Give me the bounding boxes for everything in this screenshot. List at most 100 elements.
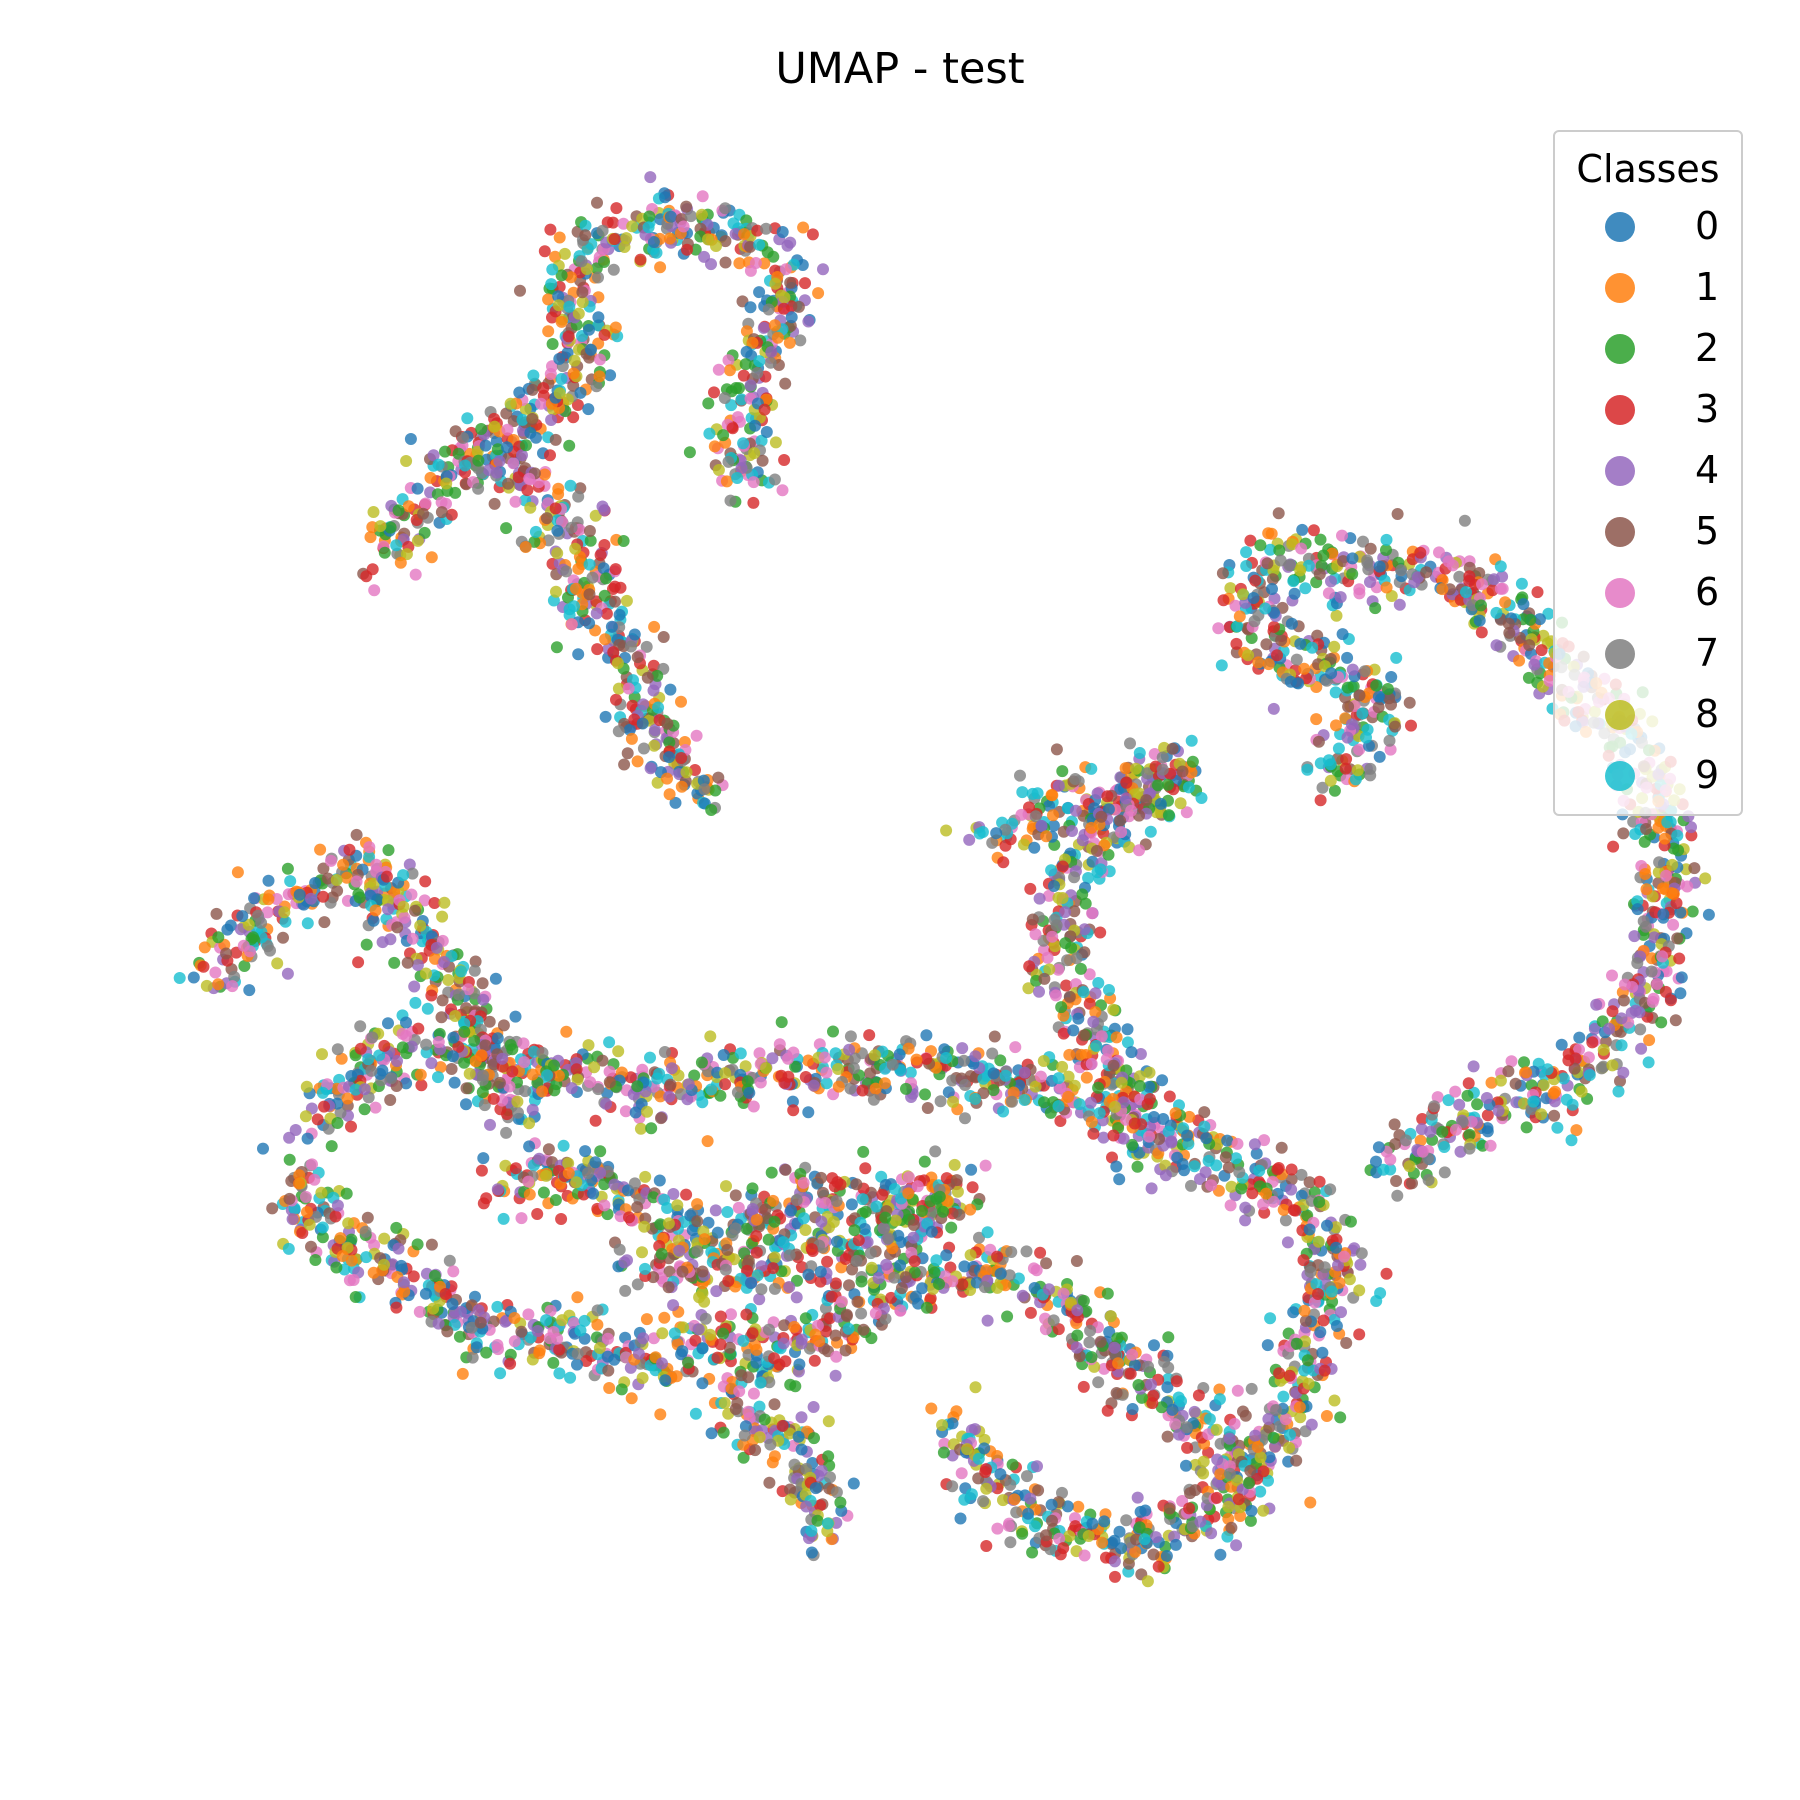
data-point bbox=[316, 1048, 328, 1061]
data-point bbox=[342, 1217, 355, 1230]
data-point bbox=[1285, 1163, 1298, 1176]
data-point bbox=[620, 232, 633, 245]
data-point bbox=[594, 1166, 607, 1179]
data-point bbox=[281, 967, 294, 980]
data-point bbox=[1524, 613, 1537, 626]
data-point bbox=[832, 1080, 845, 1093]
data-point bbox=[1582, 1051, 1595, 1064]
data-point bbox=[1660, 869, 1673, 882]
data-point bbox=[1617, 994, 1630, 1007]
data-point bbox=[588, 1061, 601, 1074]
data-point bbox=[1568, 1062, 1581, 1075]
data-point bbox=[1103, 984, 1115, 996]
data-point bbox=[523, 1117, 536, 1130]
data-point bbox=[1257, 1198, 1270, 1211]
data-point bbox=[1316, 781, 1329, 794]
data-point bbox=[1026, 913, 1039, 926]
data-point bbox=[533, 1152, 546, 1165]
data-point bbox=[587, 1187, 600, 1200]
data-point bbox=[702, 397, 715, 410]
data-point bbox=[596, 224, 609, 237]
data-point bbox=[645, 1122, 658, 1135]
data-point bbox=[1185, 734, 1198, 747]
data-point bbox=[545, 414, 558, 426]
data-point bbox=[460, 1082, 473, 1095]
data-point bbox=[1385, 671, 1398, 683]
data-point bbox=[869, 1307, 882, 1320]
data-point bbox=[529, 525, 542, 538]
data-point bbox=[664, 683, 677, 696]
data-point bbox=[1162, 809, 1175, 822]
data-point bbox=[747, 476, 760, 489]
data-point bbox=[1102, 848, 1115, 861]
data-point bbox=[806, 228, 819, 241]
data-point bbox=[1635, 1042, 1648, 1055]
data-point bbox=[1541, 1063, 1554, 1076]
data-point bbox=[516, 449, 528, 462]
data-point bbox=[724, 494, 737, 507]
data-point bbox=[725, 1308, 737, 1321]
data-point bbox=[613, 608, 626, 621]
data-point bbox=[726, 422, 739, 435]
data-point bbox=[591, 1318, 604, 1331]
data-point bbox=[374, 520, 387, 533]
data-point bbox=[1170, 1375, 1183, 1388]
data-point bbox=[644, 1051, 656, 1064]
data-point bbox=[1038, 972, 1051, 985]
data-point bbox=[1655, 1016, 1668, 1029]
data-point bbox=[1436, 1125, 1449, 1138]
data-point bbox=[489, 972, 502, 985]
data-point bbox=[987, 1067, 1000, 1080]
data-point bbox=[1330, 719, 1342, 732]
data-point bbox=[1422, 1174, 1435, 1186]
data-point bbox=[460, 1002, 473, 1015]
data-point bbox=[1317, 549, 1330, 562]
data-point bbox=[1314, 794, 1327, 807]
data-point bbox=[1433, 546, 1445, 559]
data-point bbox=[448, 1076, 461, 1089]
data-point bbox=[494, 1367, 507, 1380]
data-point bbox=[768, 319, 781, 332]
data-point bbox=[1089, 1006, 1102, 1019]
data-point bbox=[468, 964, 481, 977]
data-point bbox=[531, 1208, 544, 1220]
data-point bbox=[1301, 763, 1314, 776]
data-point bbox=[1006, 1095, 1018, 1108]
data-point bbox=[488, 497, 501, 510]
data-point bbox=[551, 1332, 564, 1345]
data-point bbox=[594, 353, 606, 366]
data-point bbox=[456, 1367, 469, 1380]
data-point bbox=[1188, 1160, 1201, 1173]
data-point bbox=[1583, 1069, 1596, 1081]
data-point bbox=[318, 916, 331, 929]
data-point bbox=[401, 956, 414, 969]
data-point bbox=[986, 1047, 999, 1060]
data-point bbox=[632, 1347, 645, 1360]
data-point bbox=[390, 1221, 403, 1234]
data-point bbox=[349, 1291, 362, 1303]
data-point bbox=[658, 1046, 671, 1058]
data-point bbox=[1364, 762, 1377, 775]
data-point bbox=[228, 970, 241, 983]
data-point bbox=[740, 1308, 753, 1321]
data-point bbox=[504, 1039, 517, 1051]
data-point bbox=[1236, 588, 1249, 601]
data-point bbox=[1047, 809, 1059, 822]
data-point bbox=[690, 729, 703, 742]
data-point bbox=[1028, 841, 1041, 854]
data-point bbox=[1192, 1389, 1205, 1402]
data-point bbox=[549, 433, 562, 446]
data-point bbox=[1702, 908, 1715, 921]
data-point bbox=[784, 236, 797, 249]
data-point bbox=[976, 826, 989, 838]
data-point bbox=[583, 617, 596, 630]
data-point bbox=[382, 903, 394, 916]
data-point bbox=[1085, 762, 1098, 775]
data-point bbox=[1277, 1390, 1290, 1403]
data-point bbox=[1463, 1142, 1476, 1155]
data-point bbox=[1101, 1287, 1114, 1300]
data-point bbox=[1671, 932, 1684, 945]
data-point bbox=[368, 584, 381, 597]
data-point bbox=[1313, 1196, 1326, 1208]
data-point bbox=[1181, 1441, 1194, 1454]
